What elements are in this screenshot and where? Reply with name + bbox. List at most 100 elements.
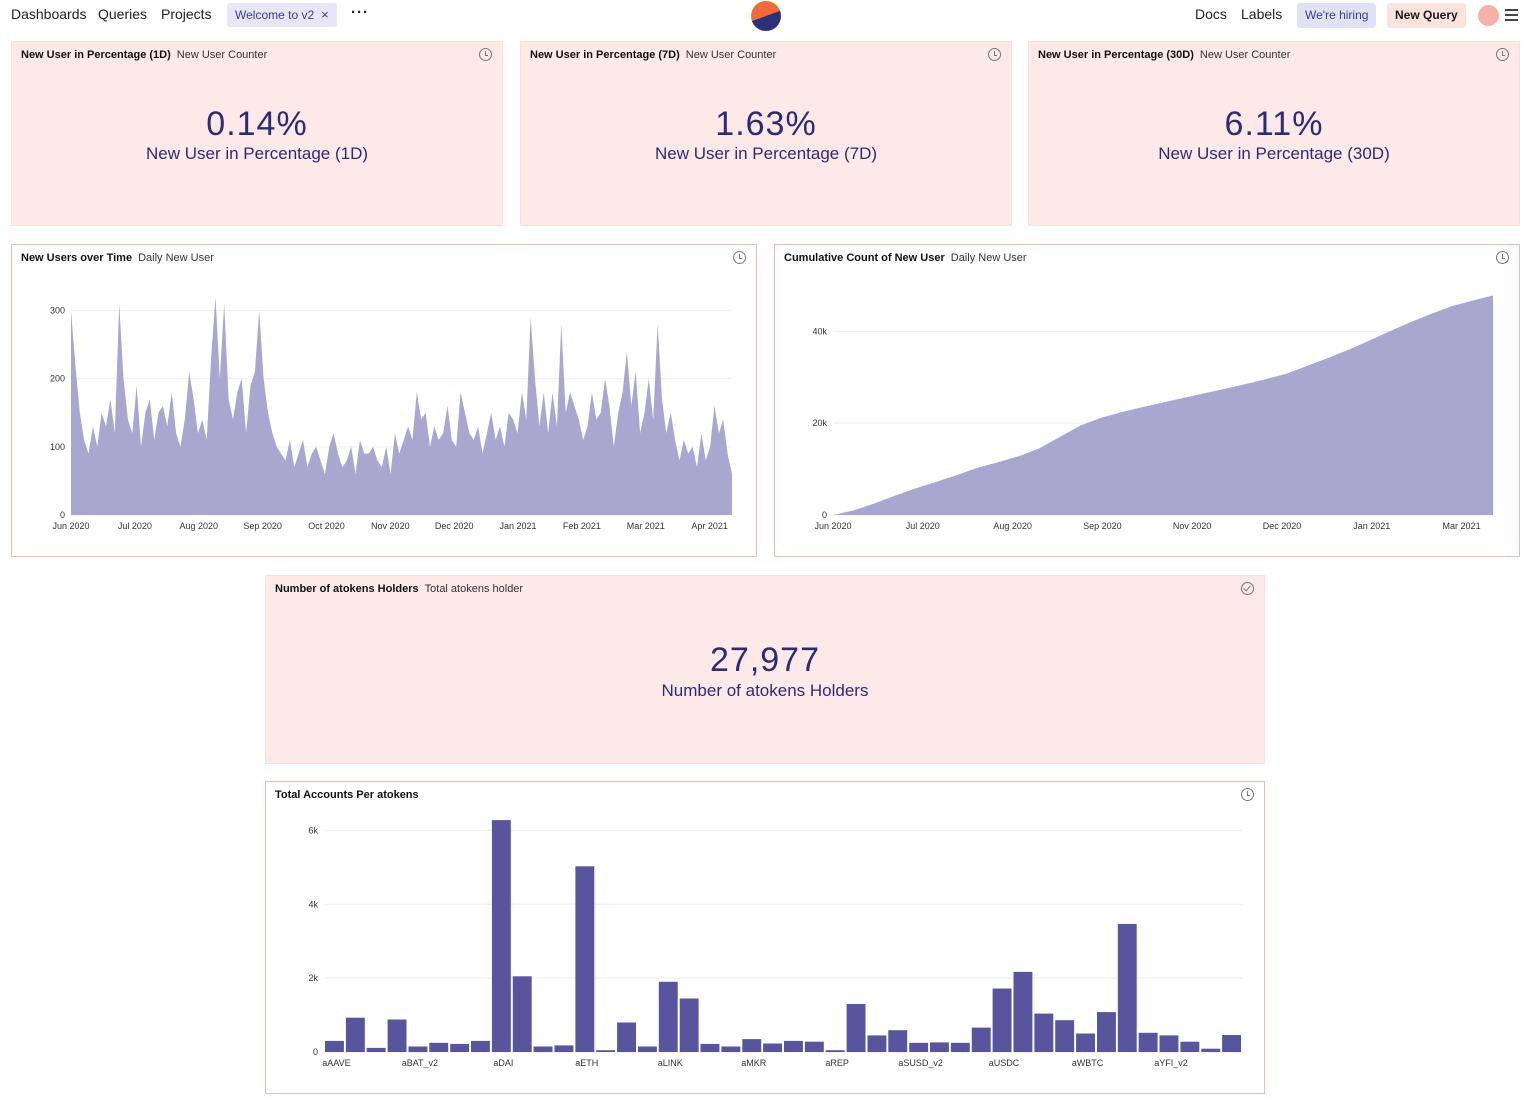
new-query-button[interactable]: New Query: [1387, 3, 1466, 28]
bar: [679, 998, 699, 1052]
clock-icon[interactable]: [988, 48, 1001, 61]
nav-labels[interactable]: Labels: [1241, 6, 1283, 22]
panel-title: Cumulative Count of New User Daily New Us…: [784, 252, 1027, 264]
clock-icon[interactable]: [479, 48, 492, 61]
x-tick-label: Sep 2020: [1083, 521, 1122, 531]
x-tick-label: aDAI: [493, 1058, 513, 1068]
bar: [554, 1045, 574, 1052]
bar: [721, 1046, 741, 1052]
hiring-button[interactable]: We're hiring: [1297, 3, 1377, 28]
panel-title-text: Total Accounts Per atokens: [275, 789, 419, 801]
bar: [1076, 1033, 1095, 1052]
x-tick-label: aETH: [575, 1058, 598, 1068]
panel-title-text: Cumulative Count of New User: [784, 252, 945, 264]
clock-icon[interactable]: [1496, 48, 1509, 61]
nav-projects[interactable]: Projects: [161, 6, 212, 22]
more-icon[interactable]: ···: [351, 4, 369, 21]
panel-subtitle[interactable]: Daily New User: [138, 252, 214, 264]
counter-label: New User in Percentage (1D): [145, 144, 369, 163]
x-tick-label: aBAT_v2: [402, 1058, 438, 1068]
y-tick-label: 100: [50, 442, 65, 452]
x-tick-label: aWBTC: [1072, 1058, 1104, 1068]
panel-subtitle[interactable]: New User Counter: [1199, 49, 1291, 61]
nav-queries[interactable]: Queries: [98, 6, 148, 22]
check-circle-icon[interactable]: [1241, 582, 1254, 595]
panel-title: New Users over Time Daily New User: [21, 252, 214, 264]
y-tick-label: 20k: [812, 418, 827, 428]
y-tick-label: 0: [822, 510, 827, 520]
x-tick-label: Nov 2020: [1173, 521, 1212, 531]
bar: [825, 1050, 845, 1052]
x-tick-label: Nov 2020: [371, 521, 410, 531]
panel-subtitle[interactable]: Daily New User: [950, 252, 1027, 264]
x-tick-label: Mar 2021: [1443, 521, 1481, 531]
bar: [429, 1042, 449, 1052]
bar: [1138, 1032, 1158, 1052]
bar: [533, 1046, 553, 1052]
x-tick-label: Feb 2021: [563, 521, 601, 531]
panel-subtitle[interactable]: New User Counter: [176, 49, 268, 61]
bar: [1013, 971, 1033, 1052]
panel-title: New User in Percentage (30D) New User Cou…: [1038, 49, 1290, 61]
bar: [784, 1040, 803, 1052]
clock-icon[interactable]: [733, 251, 746, 264]
y-tick-label: 2k: [308, 973, 318, 983]
bar: [658, 981, 678, 1052]
panel-subtitle[interactable]: New User Counter: [685, 49, 777, 61]
counter-panel-30d: New User in Percentage (30D) New User Cou…: [1028, 41, 1520, 226]
panel-title: Total Accounts Per atokens: [275, 789, 419, 801]
nav-docs[interactable]: Docs: [1195, 6, 1227, 22]
bar: [345, 1017, 365, 1052]
series-area: [833, 295, 1493, 515]
y-tick-label: 40k: [812, 326, 827, 336]
bar: [1055, 1020, 1075, 1052]
counter-panel-1d: New User in Percentage (1D) New User Coun…: [11, 41, 503, 226]
close-icon[interactable]: ×: [321, 7, 329, 22]
bar: [638, 1046, 657, 1052]
panel-title: Number of atokens Holders Total atokens h…: [275, 583, 523, 595]
bar: [1117, 923, 1137, 1052]
y-tick-label: 4k: [308, 899, 318, 909]
bar: [1180, 1041, 1200, 1052]
dashboard-tab[interactable]: Welcome to v2 ×: [227, 3, 337, 27]
bar: [763, 1043, 782, 1052]
bar: [867, 1035, 887, 1052]
bar: [450, 1043, 470, 1052]
bar: [387, 1019, 407, 1052]
x-tick-label: aUSDC: [989, 1058, 1020, 1068]
x-tick-label: Apr 2021: [691, 521, 728, 531]
bar: [992, 988, 1012, 1052]
y-tick-label: 200: [50, 374, 65, 384]
y-tick-label: 6k: [308, 825, 318, 835]
clock-icon[interactable]: [1496, 251, 1509, 264]
counter-panel-7d: New User in Percentage (7D) New User Coun…: [520, 41, 1012, 226]
panel-title-text: Number of atokens Holders: [275, 583, 419, 595]
clock-icon[interactable]: [1241, 788, 1254, 801]
counter-label: New User in Percentage (7D): [654, 144, 878, 163]
new-users-chart[interactable]: 0 100 200 300 Jun 2020 Jul 2020 Aug 2020 Sep 20…: [12, 245, 756, 556]
bar: [804, 1041, 824, 1052]
counter-label: New User in Percentage (30D): [1158, 144, 1390, 163]
panel-title: New User in Percentage (1D) New User Coun…: [21, 49, 267, 61]
top-nav: Dashboards Queries Projects Welcome to v…: [0, 0, 1536, 32]
bar: [909, 1042, 929, 1052]
cumulative-chart[interactable]: 0 20k 40k Jun 2020 Jul 2020 Aug 2020 Sep 2020 N…: [775, 245, 1519, 556]
bar: [1201, 1048, 1221, 1052]
bar: [846, 1004, 866, 1052]
logo[interactable]: [751, 1, 781, 31]
panel-title-text: New User in Percentage (7D): [530, 49, 680, 61]
avatar[interactable]: [1478, 5, 1499, 26]
panel-subtitle[interactable]: Total atokens holder: [424, 583, 524, 595]
nav-dashboards[interactable]: Dashboards: [11, 6, 87, 22]
x-tick-label: aSUSD_v2: [898, 1058, 943, 1068]
menu-icon[interactable]: [1505, 9, 1518, 21]
x-tick-label: aAAVE: [322, 1058, 350, 1068]
x-tick-label: Jul 2020: [906, 521, 940, 531]
x-tick-label: aMKR: [741, 1058, 767, 1068]
bar: [325, 1040, 344, 1052]
bar: [1097, 1012, 1116, 1052]
chart-panel-new-users: New Users over Time Daily New User 0 100 20…: [11, 244, 757, 557]
bar: [971, 1027, 991, 1052]
panel-title-text: New User in Percentage (1D): [21, 49, 171, 61]
accounts-bar-chart[interactable]: 0 2k 4k 6k aAAVE aBAT_v2 aDAI aETH aLINK aMKR aREP…: [266, 782, 1264, 1093]
